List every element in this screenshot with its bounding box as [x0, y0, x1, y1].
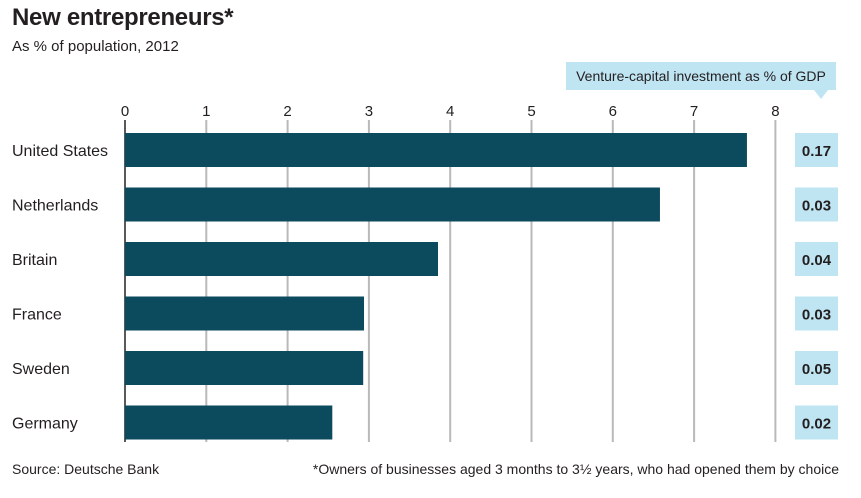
category-label: France — [12, 307, 62, 324]
x-tick-label: 8 — [771, 103, 779, 120]
vc-value-box — [795, 242, 838, 276]
vc-column-header: Venture-capital investment as % of GDP — [566, 62, 836, 90]
x-tick-label: 1 — [202, 103, 210, 120]
vc-value: 0.05 — [802, 361, 831, 378]
vc-value: 0.02 — [802, 416, 831, 433]
bar-britain — [125, 242, 439, 276]
vc-value-box — [795, 405, 838, 440]
footnote: *Owners of businesses aged 3 months to 3… — [312, 461, 839, 477]
vc-value: 0.17 — [802, 143, 831, 160]
x-tick-label: 7 — [690, 103, 698, 120]
vc-value-box — [795, 351, 838, 385]
vc-value-box — [795, 133, 838, 167]
vc-value: 0.03 — [802, 198, 831, 215]
category-label: Germany — [12, 416, 78, 433]
source-note: Source: Deutsche Bank — [12, 461, 160, 477]
category-label: Sweden — [12, 361, 70, 378]
vc-header-pointer — [814, 90, 828, 99]
chart-subtitle: As % of population, 2012 — [12, 38, 179, 55]
vc-value: 0.03 — [802, 307, 831, 324]
category-label: Britain — [12, 252, 57, 269]
bar-france — [125, 296, 365, 331]
vc-value: 0.04 — [802, 252, 832, 269]
bar-germany — [125, 405, 333, 440]
x-tick-label: 0 — [121, 103, 129, 120]
x-tick-label: 3 — [365, 103, 373, 120]
x-tick-label: 6 — [609, 103, 617, 120]
x-tick-label: 5 — [527, 103, 535, 120]
category-label: Netherlands — [12, 198, 98, 215]
chart-title: New entrepreneurs* — [12, 4, 234, 31]
bar-sweden — [125, 351, 364, 385]
bar-united-states — [125, 133, 747, 167]
category-label: United States — [12, 143, 108, 160]
vc-value-box — [795, 187, 838, 222]
vc-value-box — [795, 296, 838, 331]
bar-netherlands — [125, 187, 660, 222]
x-tick-label: 4 — [446, 103, 454, 120]
x-tick-label: 2 — [283, 103, 291, 120]
